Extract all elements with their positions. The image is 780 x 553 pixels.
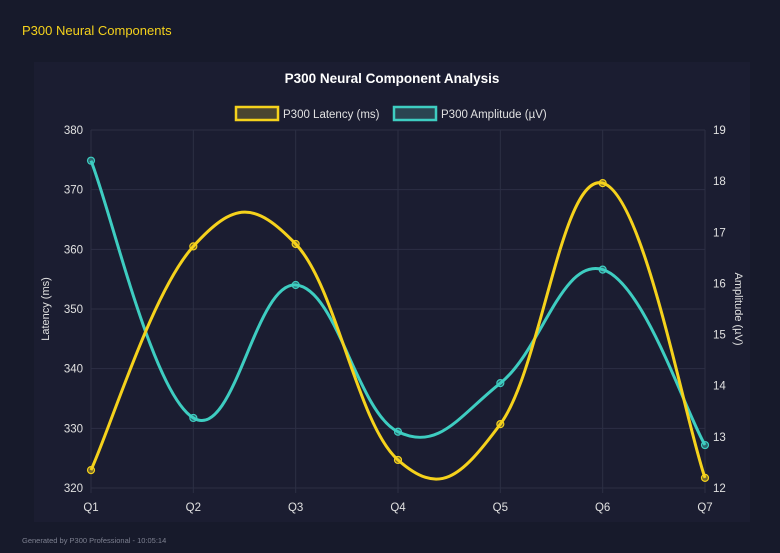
legend-swatch-latency (234, 105, 280, 122)
legend[interactable]: P300 Latency (ms) P300 Amplitude (µV) (234, 105, 547, 122)
y-left-tick-label: 370 (64, 185, 83, 197)
data-point-latency[interactable] (598, 179, 607, 188)
y-axis-left-label: Latency (ms) (40, 277, 52, 341)
data-point-latency[interactable] (700, 473, 710, 482)
x-tick-label: Q6 (595, 502, 610, 514)
data-point-latency[interactable] (86, 466, 96, 475)
y-right-tick-label: 17 (713, 227, 726, 239)
page-title: P300 Neural Components (22, 23, 172, 38)
legend-swatch-amplitude (392, 105, 438, 122)
y-left-tick-label: 380 (64, 125, 83, 137)
legend-label-amplitude[interactable]: P300 Amplitude (µV) (441, 109, 547, 121)
data-point-amplitude[interactable] (598, 265, 607, 274)
x-tick-label: Q3 (288, 502, 303, 514)
y-axis-right-label: Amplitude (µV) (732, 273, 744, 346)
legend-label-latency[interactable]: P300 Latency (ms) (283, 109, 380, 121)
y-right-tick-label: 13 (713, 432, 726, 444)
y-left-tick-label: 360 (64, 244, 83, 256)
y-right-tick-label: 19 (713, 125, 726, 137)
data-point-latency[interactable] (189, 242, 198, 251)
footer-text: Generated by P300 Professional - 10:05:1… (22, 536, 167, 545)
series-line-latency (89, 181, 707, 481)
x-tick-label: Q2 (186, 502, 201, 514)
x-tick-label: Q7 (697, 502, 712, 514)
data-point-latency[interactable] (393, 455, 403, 465)
y-right-tick-label: 16 (713, 278, 726, 290)
data-point-amplitude[interactable] (189, 413, 198, 423)
y-left-tick-label: 340 (64, 364, 83, 376)
y-right-tick-label: 18 (713, 176, 726, 188)
series-line-amplitude (89, 160, 707, 446)
data-point-latency[interactable] (496, 420, 505, 429)
data-point-amplitude[interactable] (700, 440, 710, 450)
y-left-tick-label: 350 (64, 304, 83, 316)
data-point-amplitude[interactable] (496, 379, 505, 388)
data-point-amplitude[interactable] (86, 156, 96, 165)
data-point-amplitude[interactable] (291, 280, 300, 290)
y-right-tick-label: 12 (713, 483, 726, 495)
chart-title: P300 Neural Component Analysis (285, 71, 500, 86)
x-tick-label: Q4 (390, 502, 406, 514)
y-right-tick-label: 14 (713, 381, 726, 393)
data-point-amplitude[interactable] (393, 427, 403, 436)
y-left-tick-label: 320 (64, 483, 83, 495)
data-point-latency[interactable] (291, 239, 300, 249)
y-right-tick-label: 15 (713, 330, 726, 342)
x-tick-label: Q1 (83, 502, 98, 514)
x-tick-label: Q5 (493, 502, 508, 514)
y-left-tick-label: 330 (64, 423, 83, 435)
